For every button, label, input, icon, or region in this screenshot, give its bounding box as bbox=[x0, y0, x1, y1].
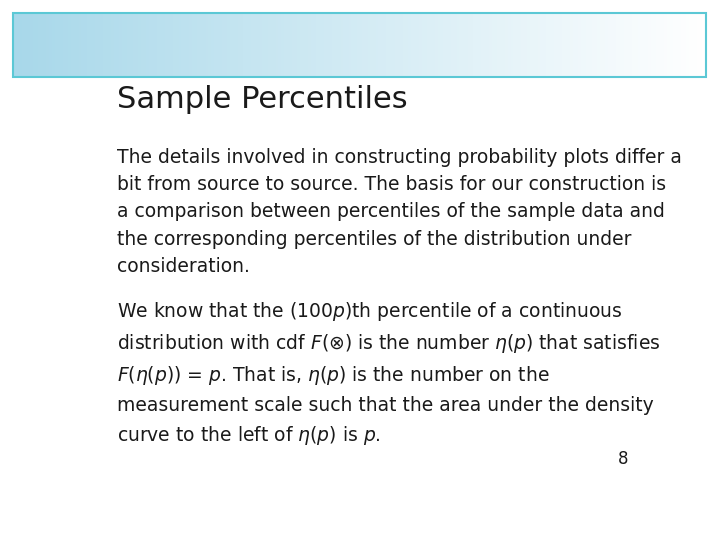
Text: We know that the (100$p$)th percentile of a continuous
distribution with cdf $F$: We know that the (100$p$)th percentile o… bbox=[117, 300, 660, 447]
Text: The details involved in constructing probability plots differ a
bit from source : The details involved in constructing pro… bbox=[117, 148, 682, 276]
Text: Sample Percentiles: Sample Percentiles bbox=[117, 85, 408, 114]
Text: 8: 8 bbox=[618, 450, 629, 468]
